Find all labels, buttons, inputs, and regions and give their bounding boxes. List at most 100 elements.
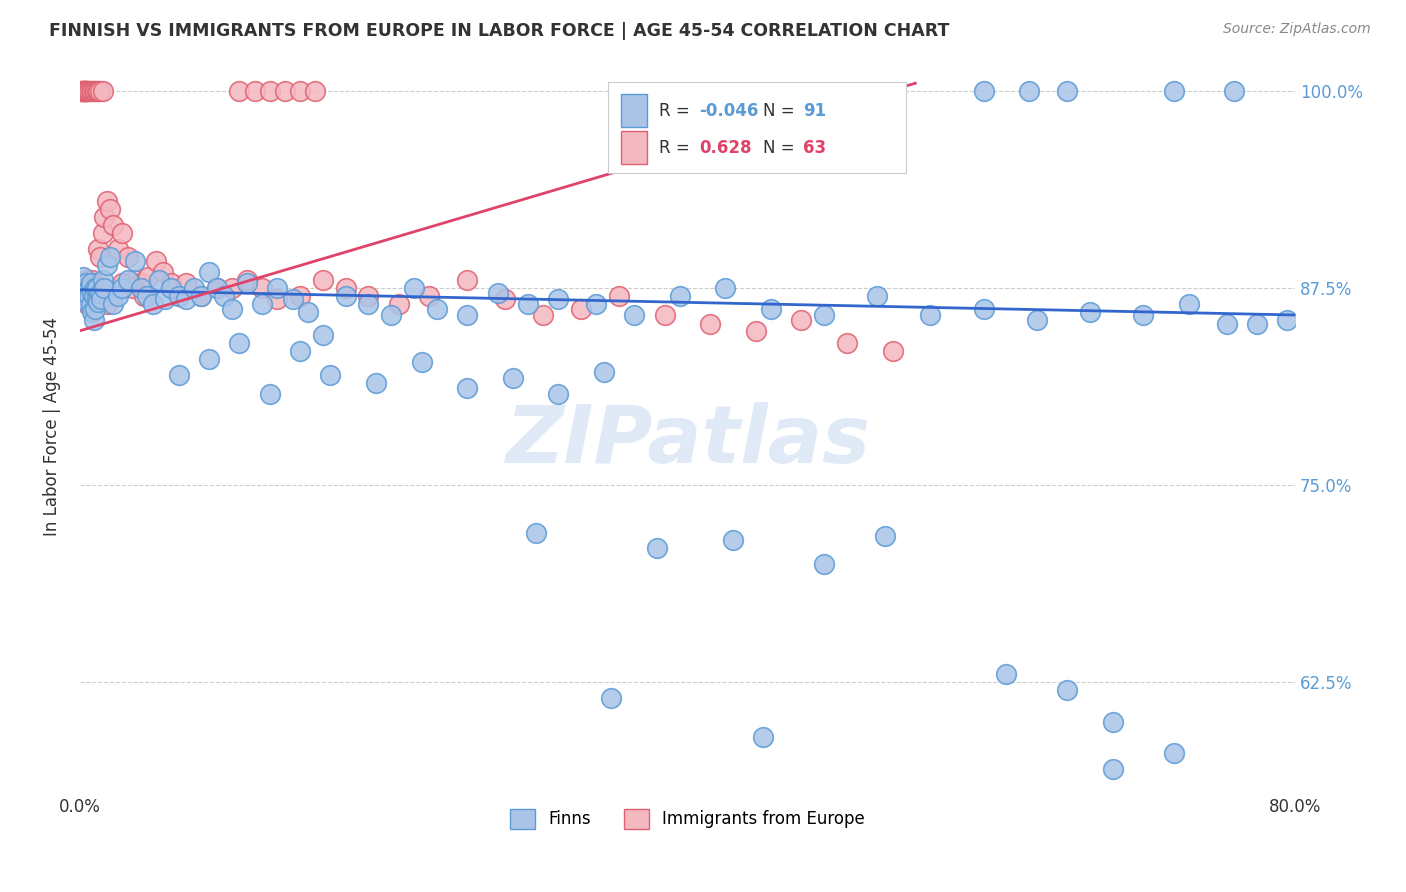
Point [83,289,105,303]
Point [107,289,129,303]
Point [77,281,100,295]
Text: 91: 91 [803,102,825,120]
Point [87,84,110,98]
Point [111,277,134,291]
Point [714,281,737,295]
Point [70,281,93,295]
Point [973,84,995,98]
Point [288,289,311,303]
Point [1101,762,1123,776]
Point [75,289,97,303]
Point [198,265,221,279]
Point [745,324,768,338]
Point [790,312,813,326]
Point [93,281,115,295]
Point [190,289,212,303]
Point [107,242,129,256]
Point [835,336,858,351]
Point [228,336,250,351]
Text: 0.628: 0.628 [700,138,752,157]
Point [1078,305,1101,319]
Point [1163,84,1185,98]
Point [73,84,96,98]
Text: -0.046: -0.046 [700,102,759,120]
Point [160,277,183,291]
Point [426,301,449,316]
Text: ZIPatlas: ZIPatlas [505,401,870,480]
Point [593,365,616,379]
Point [1277,312,1299,326]
Point [623,308,645,322]
Point [70,84,93,98]
Bar [620,94,647,127]
Point [136,270,159,285]
Point [152,265,174,279]
Point [80,273,103,287]
Point [228,84,250,98]
Point [335,289,357,303]
Point [72,270,94,285]
Point [1163,746,1185,760]
Point [669,289,692,303]
Point [124,254,146,268]
Point [75,277,97,291]
Point [1101,714,1123,729]
Point [259,84,281,98]
Point [72,285,94,300]
Point [288,344,311,359]
Text: N =: N = [763,102,800,120]
Point [364,376,387,390]
Point [87,242,110,256]
Point [90,292,112,306]
Point [76,84,98,98]
Point [111,281,134,295]
Point [96,194,118,209]
Point [75,277,97,291]
Point [221,281,243,295]
Point [1215,318,1237,332]
Point [91,84,114,98]
Point [167,289,190,303]
Point [167,289,190,303]
Point [654,308,676,322]
Point [1056,84,1078,98]
Point [456,380,478,394]
Point [882,344,904,359]
Point [72,84,94,98]
Point [124,273,146,287]
Point [402,281,425,295]
Point [319,368,342,382]
Point [205,281,228,295]
Point [75,84,97,98]
Point [72,277,94,291]
Point [83,277,105,291]
Point [759,301,782,316]
Point [72,289,94,303]
Point [312,273,335,287]
Point [129,277,152,291]
Point [77,285,100,300]
Point [73,84,96,98]
Point [1018,84,1040,98]
Point [1025,312,1047,326]
Point [129,281,152,295]
Point [84,281,107,295]
Point [221,301,243,316]
Point [96,258,118,272]
Point [1132,308,1154,322]
Point [494,292,516,306]
Point [524,525,547,540]
Point [502,371,524,385]
Point [281,292,304,306]
Point [80,285,103,300]
Point [243,84,266,98]
Point [117,273,139,287]
Point [1056,683,1078,698]
Point [77,84,100,98]
Bar [609,81,907,173]
Point [142,297,165,311]
Point [259,386,281,401]
Point [167,368,190,382]
Point [752,731,775,745]
Point [98,202,121,217]
